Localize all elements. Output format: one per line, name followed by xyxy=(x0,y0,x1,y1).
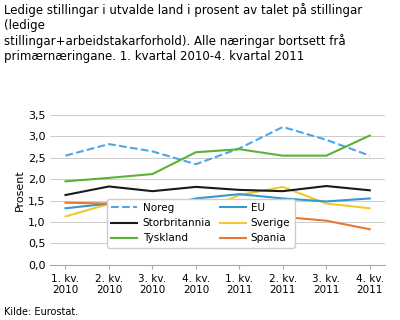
Text: Kilde: Eurostat.: Kilde: Eurostat. xyxy=(4,307,78,317)
Text: Ledige stillingar i utvalde land i prosent av talet på stillingar (ledige
stilli: Ledige stillingar i utvalde land i prose… xyxy=(4,3,362,63)
Y-axis label: Prosent: Prosent xyxy=(15,169,25,211)
Legend: Noreg, Storbritannia, Tyskland, EU, Sverige, Spania: Noreg, Storbritannia, Tyskland, EU, Sver… xyxy=(107,199,294,248)
